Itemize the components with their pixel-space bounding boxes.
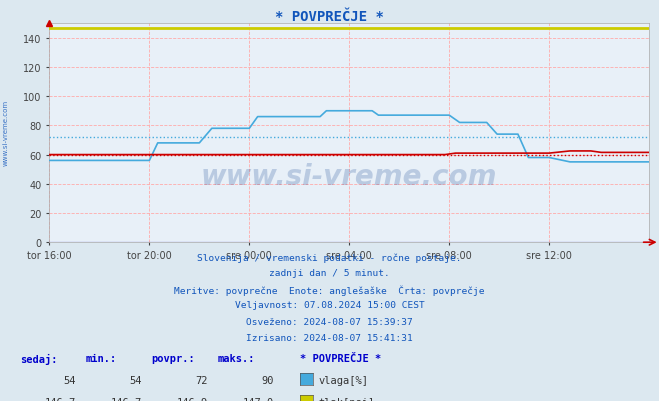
Text: 146,7: 146,7 [111,397,142,401]
Text: 90: 90 [261,375,273,385]
Text: Izrisano: 2024-08-07 15:41:31: Izrisano: 2024-08-07 15:41:31 [246,333,413,342]
Text: Osveženo: 2024-08-07 15:39:37: Osveženo: 2024-08-07 15:39:37 [246,317,413,326]
Text: 147,0: 147,0 [243,397,273,401]
Text: 146,9: 146,9 [177,397,208,401]
Text: 54: 54 [63,375,76,385]
Text: 146,7: 146,7 [45,397,76,401]
Text: * POVPREČJE *: * POVPREČJE * [275,10,384,24]
Text: maks.:: maks.: [217,353,255,363]
Text: www.si-vreme.com: www.si-vreme.com [201,163,498,191]
Text: vlaga[%]: vlaga[%] [318,375,368,385]
Text: zadnji dan / 5 minut.: zadnji dan / 5 minut. [269,269,390,277]
Text: www.si-vreme.com: www.si-vreme.com [2,99,9,165]
Text: Meritve: povprečne  Enote: anglešaške  Črta: povprečje: Meritve: povprečne Enote: anglešaške Črt… [174,285,485,295]
Text: min.:: min.: [86,353,117,363]
Text: 72: 72 [195,375,208,385]
Text: * POVPREČJE *: * POVPREČJE * [300,353,381,363]
Text: povpr.:: povpr.: [152,353,195,363]
Text: Slovenija / vremenski podatki - ročne postaje.: Slovenija / vremenski podatki - ročne po… [197,253,462,262]
Text: 54: 54 [129,375,142,385]
Text: sedaj:: sedaj: [20,353,57,364]
Text: Veljavnost: 07.08.2024 15:00 CEST: Veljavnost: 07.08.2024 15:00 CEST [235,301,424,310]
Text: tlak[psi]: tlak[psi] [318,397,374,401]
